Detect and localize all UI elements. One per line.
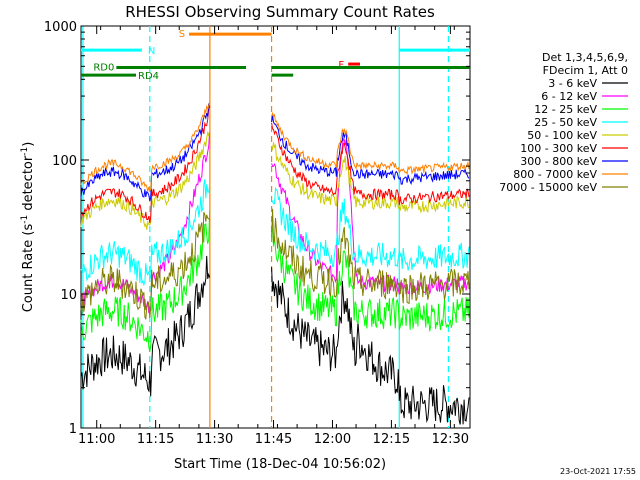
legend-entry: 12 - 25 keV [534,103,597,116]
legend-entry: 6 - 12 keV [541,90,597,103]
y-tick-label: 1000 [44,20,77,35]
series-line [80,209,470,352]
flag-label: N [148,46,155,57]
axes: 11:00 11:15 11:30 11:45 12:00 12:15 12:30 1 10 10… [44,20,470,447]
legend-entry: 100 - 300 keV [520,142,597,155]
y-tick-label: 100 [52,154,77,169]
series-line [80,101,470,192]
series-line [80,179,470,287]
series-line [80,129,470,230]
y-axis-label: Count Rate (s-1 detector-1) [20,142,36,313]
flag-label: F [338,60,344,71]
y-axis-label-sup1: -1 [20,215,30,224]
legend-entry: 800 - 7000 keV [513,168,597,181]
series-line [80,103,470,202]
legend-entry: 300 - 800 keV [520,155,597,168]
x-tick-label: 12:00 [314,432,351,447]
series-line [80,208,470,320]
series-line [80,255,470,425]
flag-label: RD4 [138,71,159,82]
x-axis-label: Start Time (18-Dec-04 10:56:02) [174,457,386,472]
flag-bars: N S F RD0 RD4 [81,29,470,82]
flag-label: RD0 [93,63,114,74]
flag-label: S [179,29,185,40]
series-line [80,108,470,224]
legend-header: FDecim 1, Att 0 [543,64,628,77]
x-tick-label: 11:30 [196,432,233,447]
x-tick-label: 11:45 [255,432,292,447]
legend-entry: 3 - 6 keV [548,77,597,90]
legend-entry: 25 - 50 keV [534,116,597,129]
series-line [80,131,470,314]
legend-header: Det 1,3,4,5,6,9, [542,51,628,64]
y-axis-label-main: Count Rate (s [21,224,36,313]
chart-title: RHESSI Observing Summary Count Rates [125,3,435,21]
timestamp: 23-Oct-2021 17:55 [560,467,636,476]
y-axis-label-end: ) [21,142,36,147]
series-lines [80,101,470,425]
x-tick-label: 11:00 [78,432,115,447]
x-tick-label: 11:15 [137,432,174,447]
y-tick-label: 1 [69,422,77,437]
y-axis-label-mid: detector [21,155,36,215]
legend-entry: 50 - 100 keV [527,129,597,142]
x-tick-label: 12:15 [373,432,410,447]
y-tick-label: 10 [60,288,77,303]
legend-entry: 7000 - 15000 keV [499,181,597,194]
legend: Det 1,3,4,5,6,9,FDecim 1, Att 03 - 6 keV… [499,51,628,194]
x-tick-label: 12:30 [432,432,469,447]
y-axis-label-sup2: -1 [20,147,30,156]
